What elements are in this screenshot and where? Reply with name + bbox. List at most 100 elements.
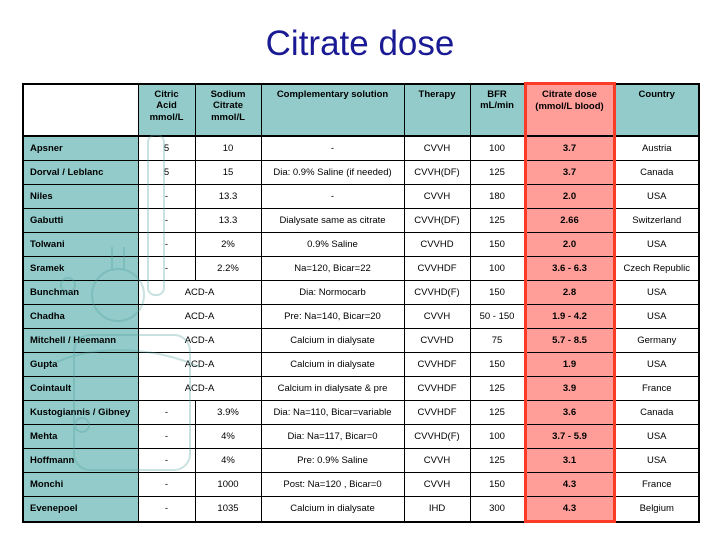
table-row: Chadha ACD-A Pre: Na=140, Bicar=20 CVVH 50 -… xyxy=(22,304,700,329)
cell-solution: Pre: 0.9% Saline xyxy=(260,448,405,473)
cell-bfr: 100 xyxy=(469,256,526,281)
cell-citric: 5 xyxy=(137,135,196,161)
cell-therapy: CVVHDF xyxy=(403,256,471,281)
cell-therapy: IHD xyxy=(403,496,471,522)
cell-dose: 2.66 xyxy=(523,208,616,233)
page-title: Citrate dose xyxy=(265,24,455,63)
cell-bfr: 150 xyxy=(469,472,526,497)
cell-bfr: 100 xyxy=(469,424,526,449)
table-header: Citric Acid mmol/L Sodium Citrate mmol/L C… xyxy=(22,82,700,137)
cell-name: Tolwani xyxy=(22,232,139,257)
cell-citric: - xyxy=(137,400,196,425)
cell-bfr: 125 xyxy=(469,400,526,425)
cell-therapy: CVVHDF xyxy=(403,400,471,425)
cell-therapy: CVVHD(F) xyxy=(403,424,471,449)
column-header-citric: Citric Acid mmol/L xyxy=(137,83,196,137)
cell-acd: ACD-A xyxy=(137,352,262,377)
cell-acd: ACD-A xyxy=(137,328,262,353)
cell-bfr: 100 xyxy=(469,135,526,161)
cell-name: Mitchell / Heemann xyxy=(22,328,139,353)
cell-dose: 3.7 xyxy=(523,160,616,185)
cell-name: Cointault xyxy=(22,376,139,401)
cell-solution: Pre: Na=140, Bicar=20 xyxy=(260,304,405,329)
cell-country: USA xyxy=(613,280,700,305)
cell-dose: 3.7 xyxy=(523,135,616,161)
table-row: Tolwani -2% 0.9% Saline CVVHD 150 2.0 USA xyxy=(22,232,700,257)
cell-citric: - xyxy=(137,256,196,281)
table-row: Cointault ACD-A Calcium in dialysate & pre… xyxy=(22,376,700,401)
cell-country: USA xyxy=(613,184,700,209)
cell-country: Austria xyxy=(613,135,700,161)
table-row: Monchi -1000 Post: Na=120 , Bicar=0 CVVH 150… xyxy=(22,472,700,497)
table-row: Apsner 5 10- CVVH 100 3.7 Austria xyxy=(22,135,700,161)
cell-sodium: 1035 xyxy=(194,496,262,522)
cell-therapy: CVVHD xyxy=(403,232,471,257)
table-row: Sramek -2.2% Na=120, Bicar=22 CVVHDF 100 3.6 … xyxy=(22,256,700,281)
cell-citric: - xyxy=(137,448,196,473)
cell-therapy: CVVH xyxy=(403,184,471,209)
cell-solution: Dia: Na=117, Bicar=0 xyxy=(260,424,405,449)
cell-solution: Na=120, Bicar=22 xyxy=(260,256,405,281)
table-row: Evenepoel -1035 Calcium in dialysate IHD 300… xyxy=(22,496,700,523)
cell-name: Monchi xyxy=(22,472,139,497)
cell-therapy: CVVHD(F) xyxy=(403,280,471,305)
cell-bfr: 180 xyxy=(469,184,526,209)
cell-name: Gabutti xyxy=(22,208,139,233)
cell-dose: 1.9 xyxy=(523,352,616,377)
header-row: Citric Acid mmol/L Sodium Citrate mmol/L C… xyxy=(22,82,700,137)
cell-citric: - xyxy=(137,208,196,233)
cell-solution: Dia: Na=110, Bicar=variable xyxy=(260,400,405,425)
cell-sodium: 2.2% xyxy=(194,256,262,281)
column-header-dose: Citrate dose (mmol/L blood) xyxy=(523,82,616,137)
cell-dose: 2.0 xyxy=(523,232,616,257)
cell-solution: Dialysate same as citrate xyxy=(260,208,405,233)
cell-solution: Dia: 0.9% Saline (if needed) xyxy=(260,160,405,185)
citrate-dose-table: Citric Acid mmol/L Sodium Citrate mmol/L C… xyxy=(22,82,700,523)
cell-bfr: 125 xyxy=(469,208,526,233)
cell-solution: Dia: Normocarb xyxy=(260,280,405,305)
cell-solution: Calcium in dialysate xyxy=(260,496,405,522)
cell-acd: ACD-A xyxy=(137,376,262,401)
cell-country: Canada xyxy=(613,160,700,185)
cell-solution: Calcium in dialysate xyxy=(260,328,405,353)
cell-therapy: CVVH xyxy=(403,304,471,329)
table-body: Apsner 5 10- CVVH 100 3.7 Austria Dorval / Lebl… xyxy=(22,135,700,523)
cell-sodium: 13.3 xyxy=(194,184,262,209)
cell-name: Niles xyxy=(22,184,139,209)
cell-country: Switzerland xyxy=(613,208,700,233)
table-row: Dorval / Leblanc 5 15 Dia: 0.9% Saline (if … xyxy=(22,160,700,185)
cell-solution: Post: Na=120 , Bicar=0 xyxy=(260,472,405,497)
cell-name: Hoffmann xyxy=(22,448,139,473)
column-header-bfr: BFR mL/min xyxy=(469,83,526,137)
column-header-name xyxy=(22,83,139,137)
cell-country: France xyxy=(613,472,700,497)
cell-name: Sramek xyxy=(22,256,139,281)
cell-citric: - xyxy=(137,184,196,209)
cell-country: USA xyxy=(613,232,700,257)
column-header-therapy: Therapy xyxy=(403,83,471,137)
cell-sodium: 3.9% xyxy=(194,400,262,425)
cell-dose: 2.8 xyxy=(523,280,616,305)
column-header-solution: Complementary solution xyxy=(260,83,405,137)
cell-dose: 1.9 - 4.2 xyxy=(523,304,616,329)
cell-dose: 3.6 - 6.3 xyxy=(523,256,616,281)
cell-country: France xyxy=(613,376,700,401)
cell-country: USA xyxy=(613,352,700,377)
table-row: Mehta -4% Dia: Na=117, Bicar=0 CVVHD(F) 100 3… xyxy=(22,424,700,449)
cell-sodium: 4% xyxy=(194,424,262,449)
cell-acd: ACD-A xyxy=(137,304,262,329)
cell-country: USA xyxy=(613,304,700,329)
cell-therapy: CVVH xyxy=(403,135,471,161)
cell-name: Mehta xyxy=(22,424,139,449)
cell-dose: 3.7 - 5.9 xyxy=(523,424,616,449)
cell-citric: - xyxy=(137,496,196,522)
cell-bfr: 50 - 150 xyxy=(469,304,526,329)
cell-name: Dorval / Leblanc xyxy=(22,160,139,185)
cell-therapy: CVVHDF xyxy=(403,352,471,377)
cell-therapy: CVVH xyxy=(403,448,471,473)
cell-solution: - xyxy=(260,135,405,161)
cell-bfr: 75 xyxy=(469,328,526,353)
cell-bfr: 125 xyxy=(469,376,526,401)
cell-therapy: CVVH(DF) xyxy=(403,208,471,233)
